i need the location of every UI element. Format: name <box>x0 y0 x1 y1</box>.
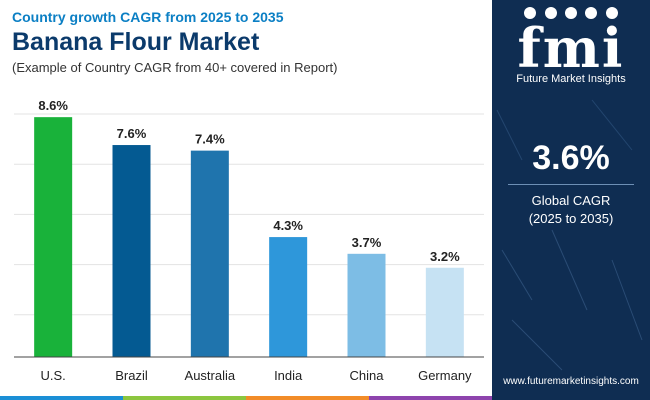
bar-value-label: 3.2% <box>430 249 460 264</box>
decorative-lines <box>496 99 643 371</box>
x-tick-label: India <box>274 368 303 383</box>
global-cagr-range: (2025 to 2035) <box>528 211 614 226</box>
logo-company-name: Future Market Insights <box>516 73 626 85</box>
bar-chart: 8.6% U.S. 7.6% Brazil 7.4% Australia 4.3% India… <box>14 98 484 383</box>
bottom-bar-segment <box>246 396 369 400</box>
x-tick-label: Germany <box>418 368 472 383</box>
x-tick-label: China <box>350 368 385 383</box>
chart-subtitle: Country growth CAGR from 2025 to 2035 <box>12 9 284 25</box>
x-tick-label: U.S. <box>41 368 66 383</box>
bottom-bar-segment <box>0 396 123 400</box>
logo-text: fmi <box>517 16 625 80</box>
bar-value-label: 8.6% <box>38 98 68 113</box>
chart-note: (Example of Country CAGR from 40+ covere… <box>12 60 338 75</box>
bar-value-label: 3.7% <box>352 235 382 250</box>
fmi-logo: fmi Future Market Insights <box>492 4 650 86</box>
bar-brazil <box>112 145 151 357</box>
bottom-bar-segment <box>369 396 492 400</box>
bar-value-label: 7.6% <box>117 126 147 141</box>
logo-dot-icon <box>544 6 557 19</box>
global-cagr-value: 3.6% <box>532 139 610 177</box>
bar-australia <box>190 150 229 357</box>
logo-dot-icon <box>565 6 577 19</box>
bottom-color-bar <box>0 396 492 400</box>
bar-china <box>347 253 386 357</box>
global-cagr-label: Global CAGR <box>531 193 611 208</box>
logo-dot-icon <box>585 6 598 19</box>
x-tick-label: Brazil <box>115 368 148 383</box>
logo-dot-icon <box>605 6 618 19</box>
x-tick-label: Australia <box>185 368 236 383</box>
website-link[interactable]: www.futuremarketinsights.com <box>503 376 639 387</box>
bar-value-label: 7.4% <box>195 132 225 147</box>
divider <box>508 184 634 185</box>
sidebar-panel: fmi Future Market Insights 3.6% Global C… <box>492 0 650 400</box>
logo-dot-icon <box>524 6 537 19</box>
bar-us <box>34 117 73 358</box>
bottom-bar-segment <box>123 396 246 400</box>
chart-title: Banana Flour Market <box>12 28 260 56</box>
header: Country growth CAGR from 2025 to 2035 Ba… <box>12 8 482 77</box>
bar-india <box>269 237 308 357</box>
bar-value-label: 4.3% <box>273 218 303 233</box>
bar-germany <box>425 267 464 357</box>
logo-icons <box>492 4 650 19</box>
